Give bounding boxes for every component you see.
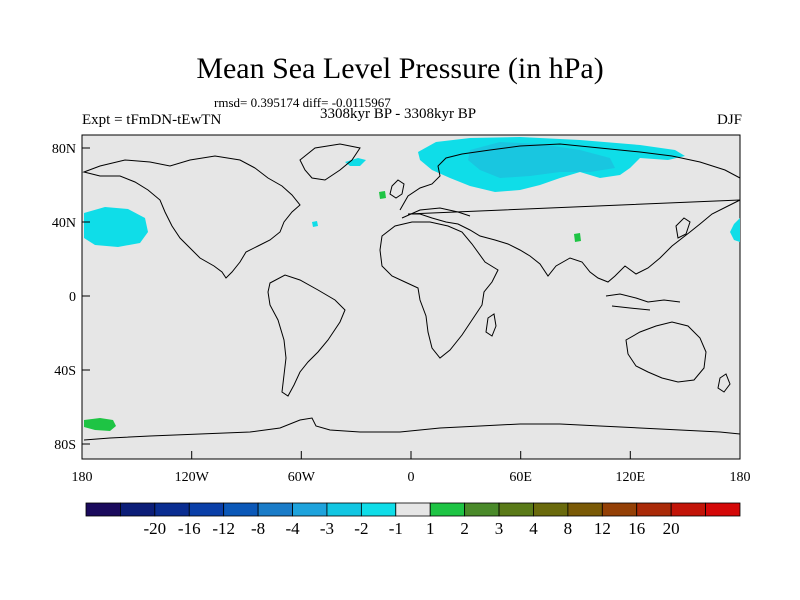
lon-label: 60W bbox=[288, 470, 316, 485]
colorbar-swatch bbox=[395, 502, 431, 517]
antarctica-coast bbox=[83, 417, 741, 441]
colorbar-label: 2 bbox=[460, 519, 469, 538]
colorbar-swatch bbox=[120, 502, 156, 517]
lat-label: 80S bbox=[54, 438, 76, 453]
colorbar-label: -16 bbox=[178, 519, 201, 538]
lon-label: 60E bbox=[509, 470, 532, 485]
colorbar-swatch bbox=[670, 502, 706, 517]
colorbar-label: -3 bbox=[320, 519, 334, 538]
colorbar-swatch bbox=[223, 502, 259, 517]
colorbar-label: -20 bbox=[144, 519, 167, 538]
eurasia-coast bbox=[399, 143, 741, 283]
colorbar-label: -2 bbox=[354, 519, 368, 538]
lat-label: 40N bbox=[52, 216, 76, 231]
north-america-coast bbox=[82, 155, 301, 279]
lon-label: 180 bbox=[730, 470, 751, 485]
colorbar-label: 3 bbox=[495, 519, 504, 538]
colorbar-swatch bbox=[636, 502, 672, 517]
experiment-label: Expt = tFmDN-tEwTN bbox=[82, 112, 222, 128]
colorbar-label: -4 bbox=[285, 519, 300, 538]
colorbar-label: -1 bbox=[389, 519, 403, 538]
colorbar-label: 16 bbox=[628, 519, 645, 538]
new-zealand-coast bbox=[717, 373, 731, 393]
north-pacific-negative-anomaly bbox=[84, 207, 148, 247]
colorbar-label: -8 bbox=[251, 519, 265, 538]
south-america-coast bbox=[267, 274, 346, 397]
greenland-coast bbox=[299, 143, 361, 181]
colorbar-swatch bbox=[326, 502, 362, 517]
colorbar-swatch bbox=[429, 502, 466, 517]
greenland-negative-anomaly bbox=[345, 158, 366, 166]
japan-coast bbox=[675, 217, 691, 239]
lon-label: 120W bbox=[175, 470, 210, 485]
southern-ocean-positive-anomaly bbox=[84, 418, 116, 431]
colorbar-swatch bbox=[533, 502, 569, 517]
colorbar-swatch bbox=[360, 502, 397, 517]
atlantic-small-anomaly bbox=[312, 221, 318, 227]
lon-label: 180 bbox=[72, 470, 93, 485]
colorbar bbox=[85, 502, 741, 517]
colorbar-label: 8 bbox=[564, 519, 573, 538]
colorbar-label: 12 bbox=[594, 519, 611, 538]
map-panel bbox=[81, 134, 741, 460]
colorbar-swatch bbox=[498, 502, 534, 517]
australia-coast bbox=[625, 321, 707, 383]
uk-coast bbox=[389, 179, 405, 199]
north-atlantic-positive-anomaly bbox=[379, 191, 386, 199]
stats-text: rmsd= 0.395174 diff= -0.0115967 bbox=[214, 95, 391, 110]
season-label: DJF bbox=[716, 112, 742, 128]
eurasia-core-anomaly bbox=[468, 142, 615, 178]
colorbar-label: -12 bbox=[212, 519, 235, 538]
longitude-labels: 180 120W 60W 0 60E 120E 180 bbox=[72, 470, 751, 485]
colorbar-labels: -20 -16 -12 -8 -4 -3 -2 -1 1 2 3 4 8 12 16 20 bbox=[144, 519, 680, 538]
africa-coast bbox=[379, 221, 499, 359]
indonesia-coast bbox=[605, 293, 681, 311]
colorbar-label: 20 bbox=[663, 519, 680, 538]
colorbar-swatch bbox=[188, 502, 225, 517]
mediterranean-coast bbox=[401, 207, 471, 219]
chart-title: Mean Sea Level Pressure (in hPa) bbox=[196, 52, 604, 85]
central-asia-positive-anomaly bbox=[574, 233, 581, 242]
axis-ticks bbox=[81, 147, 741, 459]
lat-label: 40S bbox=[54, 364, 76, 379]
colorbar-swatch bbox=[464, 502, 500, 517]
colorbar-swatch bbox=[154, 502, 190, 517]
colorbar-swatch bbox=[85, 502, 121, 517]
lat-label: 0 bbox=[69, 290, 76, 305]
colorbar-swatch bbox=[601, 502, 638, 517]
madagascar-coast bbox=[485, 313, 497, 337]
colorbar-label: 1 bbox=[426, 519, 435, 538]
lat-label: 80N bbox=[52, 142, 76, 157]
colorbar-swatch bbox=[257, 502, 293, 517]
east-pacific-edge-anomaly bbox=[730, 218, 740, 242]
colorbar-swatch bbox=[567, 502, 603, 517]
colorbar-label: 4 bbox=[529, 519, 538, 538]
latitude-labels: 80N 40N 0 40S 80S bbox=[52, 142, 76, 453]
colorbar-swatch bbox=[292, 502, 328, 517]
lon-label: 120E bbox=[616, 470, 646, 485]
coastlines bbox=[82, 143, 741, 441]
lon-label: 0 bbox=[408, 470, 415, 485]
period-label: 3308kyr BP - 3308kyr BP bbox=[320, 106, 477, 122]
colorbar-swatch bbox=[705, 502, 741, 517]
